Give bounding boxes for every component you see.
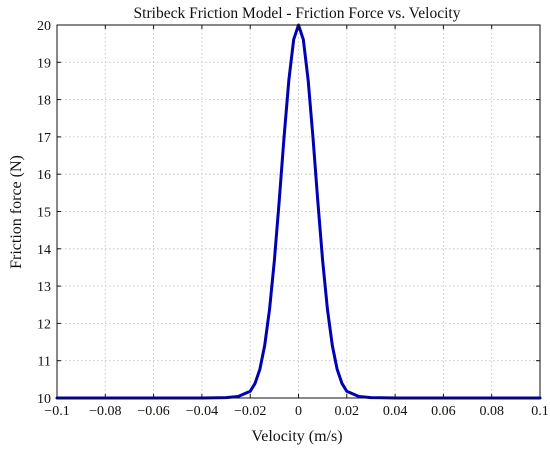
x-tick-label: −0.02	[234, 404, 266, 419]
y-tick-label: 20	[37, 19, 51, 34]
y-tick-label: 14	[37, 243, 51, 258]
x-tick-label: 0.1	[531, 404, 549, 419]
y-tick-label: 19	[37, 56, 51, 71]
x-tick-labels: −0.1 −0.08 −0.06 −0.04 −0.02 0 0.02 0.04 0.06 0.0…	[44, 404, 548, 419]
x-tick-label: 0.06	[431, 404, 456, 419]
y-tick-label: 18	[37, 94, 51, 109]
x-tick-label: 0.04	[383, 404, 408, 419]
x-tick-label: −0.04	[186, 404, 218, 419]
x-axis-label: Velocity (m/s)	[251, 428, 342, 445]
y-tick-label: 13	[37, 280, 51, 295]
tick-marks	[56, 24, 541, 399]
y-tick-label: 12	[37, 317, 51, 332]
x-tick-label: 0.02	[335, 404, 360, 419]
y-tick-label: 17	[37, 131, 51, 146]
y-tick-label: 11	[38, 355, 51, 370]
x-tick-label: −0.08	[89, 404, 121, 419]
y-axis-label: Friction force (N)	[8, 155, 25, 269]
x-tick-label: 0	[295, 404, 302, 419]
x-tick-label: 0.08	[479, 404, 504, 419]
y-tick-labels: 10 11 12 13 14 15 16 17 18 19 20	[37, 19, 51, 407]
x-tick-label: −0.1	[44, 404, 69, 419]
chart-title: Stribeck Friction Model - Friction Force…	[134, 5, 461, 22]
x-tick-label: −0.06	[137, 404, 169, 419]
y-tick-label: 10	[37, 392, 51, 407]
grid-lines	[57, 25, 540, 398]
y-tick-label: 16	[37, 168, 51, 183]
y-tick-label: 15	[37, 206, 51, 221]
